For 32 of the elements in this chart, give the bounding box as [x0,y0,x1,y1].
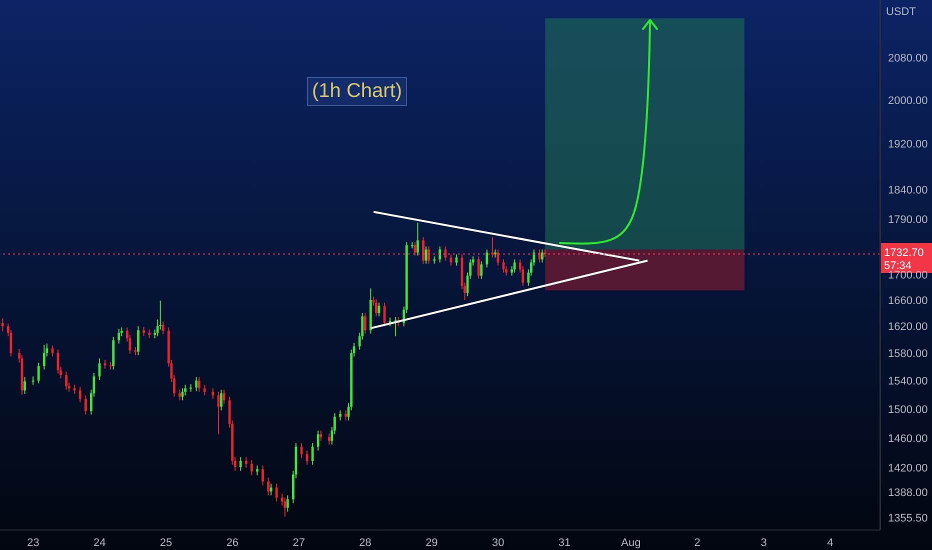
y-tick-label: 1660.00 [888,294,928,307]
y-tick-label: 1580.00 [888,348,928,360]
y-tick-label: 1420.00 [888,462,928,475]
y-tick-label: 1620.00 [888,321,928,334]
x-tick-label: 25 [160,536,172,549]
x-tick-label: 31 [558,536,571,549]
y-tick-label: 2080.00 [888,52,928,65]
x-tick-label: 4 [827,536,834,549]
y-tick-label: 1920.00 [888,138,928,151]
x-tick-label: 30 [492,536,504,549]
y-tick-label: 1500.00 [888,404,928,416]
y-tick-label: 2000.00 [888,94,928,107]
x-tick-label: 2 [694,536,700,549]
ref-line-label: 1732.70 [884,246,924,259]
y-tick-label: 1700.00 [888,269,928,282]
y-tick-label: 1790.00 [888,214,928,226]
text: (1h Chart) [307,77,408,106]
x-tick-label: 24 [94,536,106,549]
x-tick-label: 29 [426,536,438,549]
x-tick-label: 27 [292,536,305,549]
x-tick-label: 3 [760,536,767,549]
y-tick-label: 1460.00 [888,432,928,445]
x-tick-label: 23 [27,536,40,549]
text: 57:34 [884,260,912,272]
y-tick-label: 1355.50 [888,512,928,525]
x-tick-label: 26 [226,536,239,549]
y-tick-label: 1540.00 [888,376,928,388]
y-axis-title: USDT [886,6,916,18]
y-tick-label: 1840.00 [888,184,928,196]
y-tick-label: 1388.00 [888,487,928,500]
x-tick-label: 28 [359,536,372,549]
x-tick-label: Aug [621,536,641,549]
